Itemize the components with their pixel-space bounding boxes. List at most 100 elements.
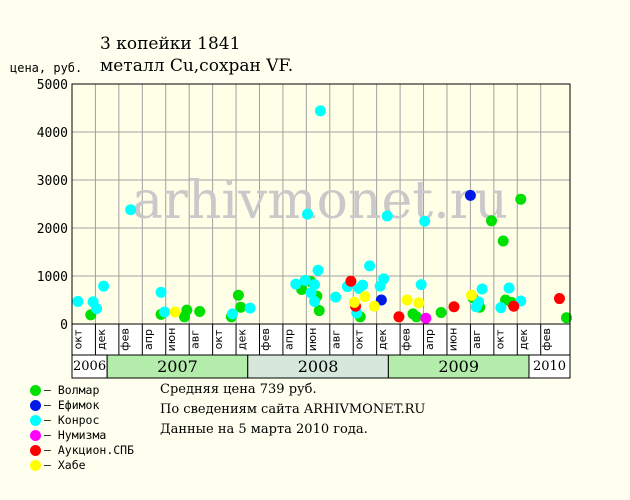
data-point <box>413 297 425 309</box>
data-point <box>159 306 171 318</box>
data-point <box>393 311 405 323</box>
data-point <box>227 308 239 320</box>
y-tick-label: 4000 <box>37 126 68 141</box>
data-point <box>375 294 387 306</box>
data-point <box>302 208 314 220</box>
data-point <box>364 260 376 272</box>
data-point <box>232 289 244 301</box>
y-tick-label: 2000 <box>37 222 68 237</box>
legend-label: Нумизма <box>57 428 107 442</box>
data-point <box>299 274 311 286</box>
y-tick-labels: 0 1000 2000 3000 4000 5000 <box>37 78 68 333</box>
year-cell <box>528 354 571 379</box>
year-label: 2007 <box>157 357 198 376</box>
data-point <box>448 301 460 313</box>
year-label: 2008 <box>298 357 339 376</box>
data-point <box>359 291 371 303</box>
data-point <box>169 306 181 318</box>
data-point <box>314 105 326 117</box>
month-label: дек <box>376 329 389 350</box>
month-label: дек <box>236 329 249 350</box>
red-dot-icon <box>30 445 41 456</box>
data-point <box>420 312 432 324</box>
blue-dot-icon <box>30 400 41 411</box>
data-point <box>155 286 167 298</box>
legend-label: Ефимок <box>57 398 100 412</box>
data-point <box>473 296 485 308</box>
data-point <box>464 189 476 201</box>
chart-subtitle: металл Cu,сохран VF. <box>100 56 294 76</box>
month-label: авг <box>189 330 202 349</box>
data-point <box>357 279 369 291</box>
y-axis-label: цена, руб. <box>10 61 83 75</box>
data-point <box>378 273 390 285</box>
data-point <box>401 294 413 306</box>
data-point <box>309 295 321 307</box>
month-label: дек <box>95 329 108 350</box>
data-point <box>345 275 357 287</box>
data-points <box>72 105 572 324</box>
data-point <box>495 302 507 314</box>
data-point <box>91 303 103 315</box>
data-point <box>419 215 431 227</box>
month-row <box>71 323 571 356</box>
month-label: фев <box>400 328 413 351</box>
data-point <box>313 305 325 317</box>
y-tick-label: 0 <box>60 318 68 333</box>
plot-area <box>72 84 570 324</box>
y-tick-label: 5000 <box>37 78 68 93</box>
chart-title: 3 копейки 1841 <box>100 34 241 54</box>
month-label: фев <box>259 328 272 351</box>
data-point <box>290 278 302 290</box>
data-point <box>181 304 193 316</box>
month-label: фев <box>118 328 131 351</box>
data-point <box>98 280 110 292</box>
data-point <box>508 300 520 312</box>
month-label: дек <box>517 329 530 350</box>
magenta-dot-icon <box>30 430 41 441</box>
data-point <box>72 295 84 307</box>
watermark: arhivmonet.ru <box>132 171 508 231</box>
y-tick-label: 3000 <box>37 174 68 189</box>
month-label: авг <box>329 330 342 349</box>
data-point <box>415 279 427 291</box>
data-point <box>476 283 488 295</box>
month-label: апр <box>423 329 436 350</box>
data-point <box>125 204 137 216</box>
legend-label: Волмар <box>57 383 100 397</box>
data-point <box>381 210 393 222</box>
average-price-note: Средняя цена 739 руб. <box>160 382 317 397</box>
data-point <box>553 293 565 305</box>
legend-label: Хабе <box>57 458 86 472</box>
y-tick-label: 1000 <box>37 270 68 285</box>
data-point <box>235 301 247 313</box>
month-label: фев <box>540 328 553 351</box>
month-label: авг <box>470 330 483 349</box>
data-point <box>312 264 324 276</box>
data-point <box>435 306 447 318</box>
data-point <box>309 279 321 291</box>
yellow-dot-icon <box>30 460 41 471</box>
month-label: окт <box>72 329 85 349</box>
month-label: окт <box>353 329 366 349</box>
data-point <box>330 291 342 303</box>
month-label: окт <box>212 329 225 349</box>
month-label: апр <box>282 329 295 350</box>
year-label: 2009 <box>438 357 479 376</box>
data-point <box>466 289 478 301</box>
data-point <box>194 306 206 318</box>
notes: Средняя цена 739 руб. По сведениям сайта… <box>160 382 425 442</box>
data-point <box>410 311 422 323</box>
month-axis: окт дек фев апр июн авг окт дек фев апр июн авг окт д… <box>71 323 571 356</box>
data-point <box>503 282 515 294</box>
year-axis: 2006 2007 2008 2009 2010 <box>71 354 571 379</box>
green-dot-icon <box>30 385 41 396</box>
year-label: 2010 <box>533 359 566 374</box>
data-point <box>560 312 572 324</box>
source-note: По сведениям сайта ARHIVMONET.RU <box>160 402 426 417</box>
plot-border <box>71 83 571 325</box>
legend-label: Конрос <box>57 413 100 427</box>
month-label: апр <box>142 329 155 350</box>
legend-label: Аукцион.СПБ <box>57 443 135 457</box>
